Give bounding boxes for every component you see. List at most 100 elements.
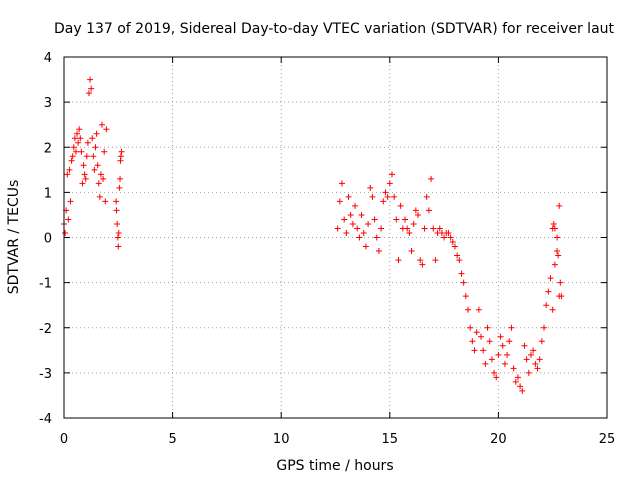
- data-point: [365, 220, 372, 227]
- data-point: [87, 76, 94, 83]
- data-point: [512, 378, 519, 385]
- data-point: [530, 347, 537, 354]
- data-point: [84, 139, 91, 146]
- data-point: [454, 252, 461, 259]
- data-point: [70, 144, 77, 151]
- data-point: [80, 162, 87, 169]
- data-point: [462, 293, 469, 300]
- data-point: [541, 324, 548, 331]
- data-point: [419, 261, 426, 268]
- data-point: [367, 184, 374, 191]
- data-point: [556, 202, 563, 209]
- y-tick-label: 4: [44, 51, 52, 66]
- data-point: [469, 338, 476, 345]
- data-point: [473, 329, 480, 336]
- data-point: [493, 374, 500, 381]
- data-point: [423, 193, 430, 200]
- data-point: [421, 225, 428, 232]
- y-axis-label: SDTVAR / TECUs: [6, 180, 22, 295]
- y-tick-label: -2: [39, 322, 52, 337]
- data-point: [369, 193, 376, 200]
- data-point: [554, 248, 561, 255]
- data-point: [116, 184, 123, 191]
- data-point: [436, 225, 443, 232]
- data-point: [486, 338, 493, 345]
- data-point: [371, 216, 378, 223]
- data-point: [523, 356, 530, 363]
- data-point: [428, 175, 435, 182]
- data-point: [557, 279, 564, 286]
- data-point: [76, 126, 83, 133]
- data-point: [67, 198, 74, 205]
- data-points: [61, 76, 565, 394]
- y-tick-label: -3: [39, 367, 52, 382]
- data-point: [534, 365, 541, 372]
- data-point: [464, 306, 471, 313]
- data-point: [538, 338, 545, 345]
- data-point: [391, 193, 398, 200]
- data-point: [115, 229, 122, 236]
- data-point: [347, 211, 354, 218]
- data-point: [360, 229, 367, 236]
- data-point: [66, 166, 73, 173]
- data-point: [441, 234, 448, 241]
- data-point: [380, 198, 387, 205]
- data-point: [89, 135, 96, 142]
- data-point: [404, 225, 411, 232]
- chart-title: Day 137 of 2019, Sidereal Day-to-day VTE…: [54, 21, 615, 37]
- data-point: [375, 248, 382, 255]
- series-early-cluster-a: [61, 76, 110, 236]
- data-point: [406, 229, 413, 236]
- data-point: [543, 302, 550, 309]
- data-point: [430, 225, 437, 232]
- data-point: [412, 207, 419, 214]
- x-tick-label: 10: [273, 432, 290, 447]
- data-point: [386, 180, 393, 187]
- data-point: [90, 153, 97, 160]
- data-point: [114, 234, 121, 241]
- data-point: [397, 202, 404, 209]
- data-point: [519, 387, 526, 394]
- data-point: [547, 275, 554, 282]
- x-tick-label: 15: [382, 432, 399, 447]
- data-point: [343, 229, 350, 236]
- y-tick-label: -1: [39, 277, 52, 292]
- data-point: [77, 135, 84, 142]
- data-point: [521, 342, 528, 349]
- data-point: [460, 279, 467, 286]
- data-point: [410, 220, 417, 227]
- data-point: [336, 198, 343, 205]
- data-point: [115, 243, 122, 250]
- data-point: [352, 202, 359, 209]
- data-point: [456, 257, 463, 264]
- data-point: [471, 347, 478, 354]
- data-point: [341, 216, 348, 223]
- y-tick-label: 2: [44, 141, 52, 156]
- data-point: [554, 234, 561, 241]
- data-point: [532, 360, 539, 367]
- data-point: [527, 351, 534, 358]
- data-point: [555, 252, 562, 259]
- data-point: [349, 220, 356, 227]
- data-point: [482, 360, 489, 367]
- data-point: [69, 153, 76, 160]
- data-point: [88, 85, 95, 92]
- data-point: [402, 216, 409, 223]
- data-point: [551, 261, 558, 268]
- data-point: [415, 211, 422, 218]
- data-point: [118, 148, 125, 155]
- data-point: [506, 338, 513, 345]
- data-point: [95, 180, 102, 187]
- axis-ticks: 0 5 10 15 20 25 -4 -3 -2 -1 0 1 2 3 4: [39, 51, 615, 447]
- y-tick-label: 1: [44, 186, 52, 201]
- data-point: [425, 207, 432, 214]
- data-point: [117, 153, 124, 160]
- x-tick-label: 20: [490, 432, 507, 447]
- data-point: [72, 148, 79, 155]
- data-point: [356, 234, 363, 241]
- data-point: [517, 383, 524, 390]
- data-point: [79, 180, 86, 187]
- data-point: [117, 175, 124, 182]
- data-point: [475, 306, 482, 313]
- data-point: [388, 171, 395, 178]
